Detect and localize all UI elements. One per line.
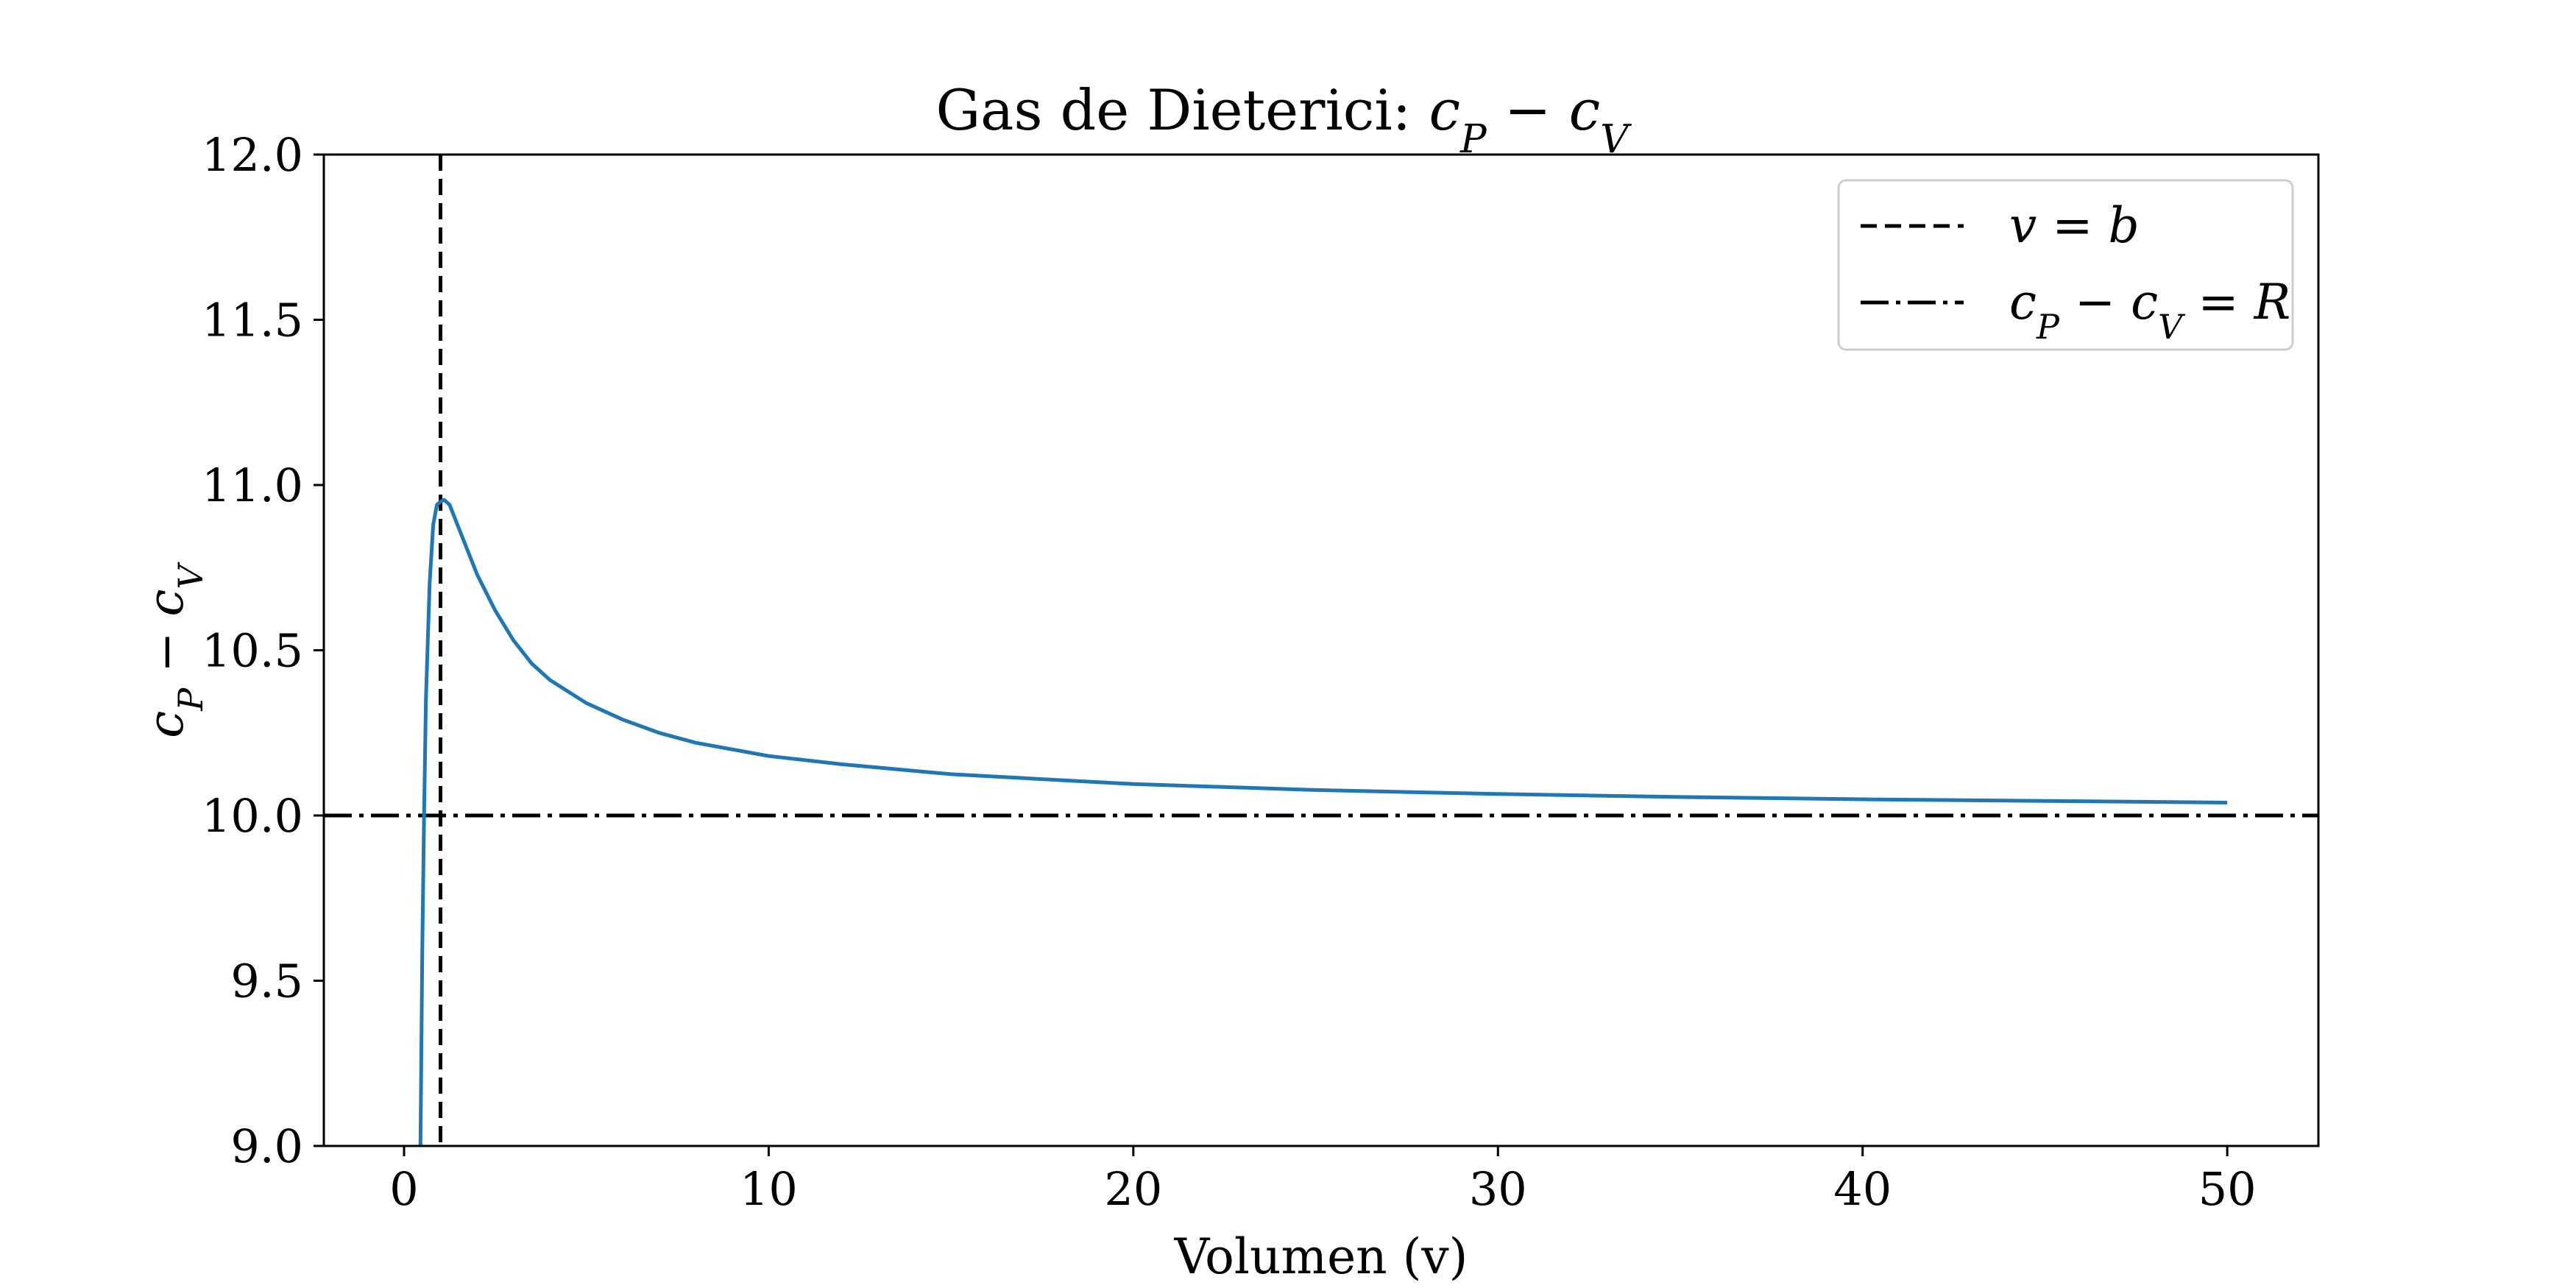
x-tick-label: 50 — [2198, 1162, 2257, 1216]
x-tick-label: 20 — [1104, 1162, 1162, 1216]
y-tick-label: 11.0 — [202, 459, 303, 512]
x-tick-label: 10 — [740, 1162, 798, 1216]
y-tick-label: 11.5 — [202, 294, 303, 347]
chart-title: Gas de Dieterici: cP − cV — [935, 77, 1632, 162]
x-tick-label: 30 — [1469, 1162, 1527, 1216]
series-line-0 — [418, 498, 2228, 1146]
legend: v = b cP − cV = R — [1837, 179, 2294, 351]
legend-box — [1837, 179, 2294, 351]
x-tick-label: 40 — [1833, 1162, 1892, 1216]
y-tick-label: 9.5 — [230, 955, 303, 1008]
y-tick-label: 9.0 — [230, 1119, 303, 1173]
y-axis-label: cP − cV — [138, 562, 210, 738]
x-axis: 0 10 20 30 40 50 — [389, 1146, 2257, 1216]
x-axis-label: Volumen (v) — [1174, 1228, 1468, 1285]
y-tick-label: 10.0 — [202, 789, 303, 843]
title-text: Gas de Dieterici: — [935, 77, 1429, 143]
legend-label-0: v = b — [2009, 197, 2140, 254]
legend-label-1: cP − cV = R — [2009, 274, 2290, 347]
y-axis: 9.0 9.5 10.0 10.5 11.0 11.5 12.0 — [202, 128, 324, 1173]
plot-area — [322, 153, 2320, 1147]
y-tick-label: 12.0 — [202, 128, 303, 182]
y-tick-label: 10.5 — [202, 624, 303, 678]
x-tick-label: 0 — [389, 1162, 418, 1216]
